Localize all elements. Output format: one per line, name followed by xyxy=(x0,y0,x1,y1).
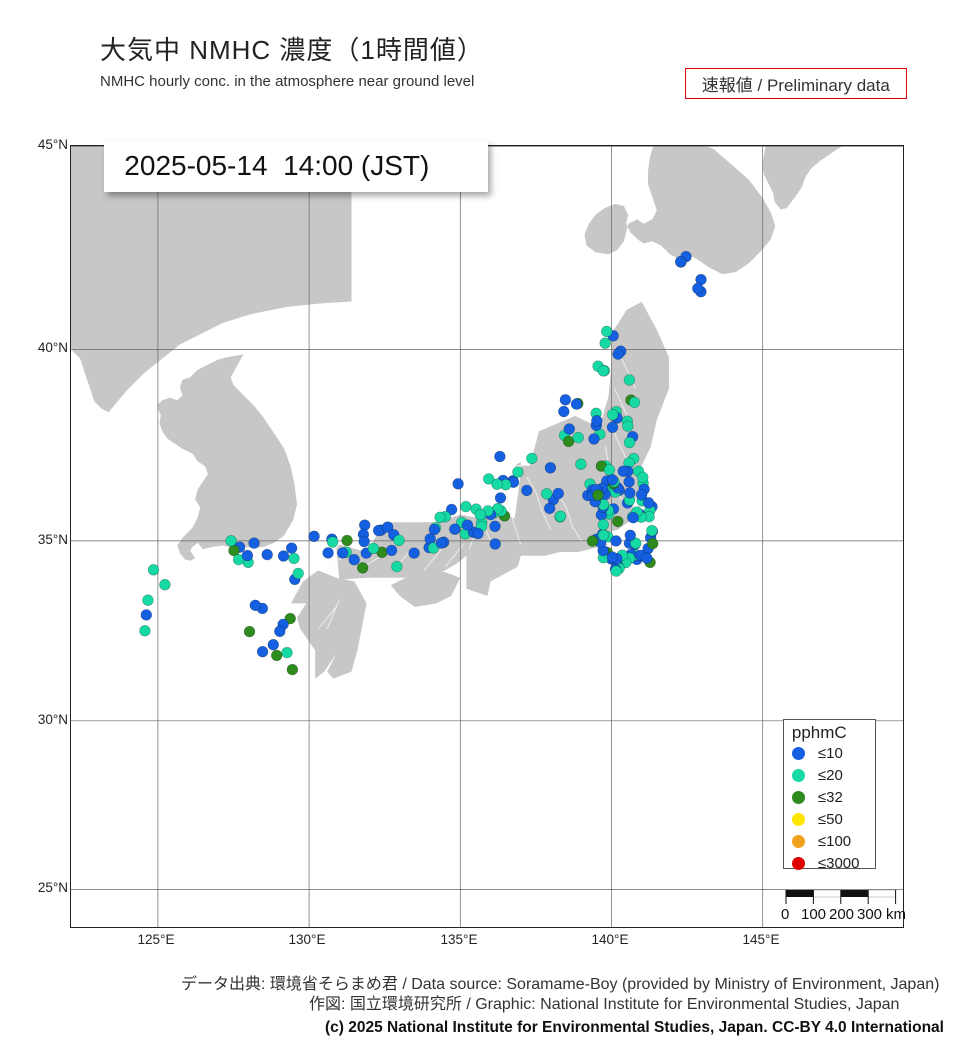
svg-text:0: 0 xyxy=(781,906,789,923)
svg-text:300: 300 xyxy=(857,906,882,923)
svg-text:200: 200 xyxy=(829,906,854,923)
svg-text:km: km xyxy=(886,906,906,923)
svg-text:100: 100 xyxy=(801,906,826,923)
